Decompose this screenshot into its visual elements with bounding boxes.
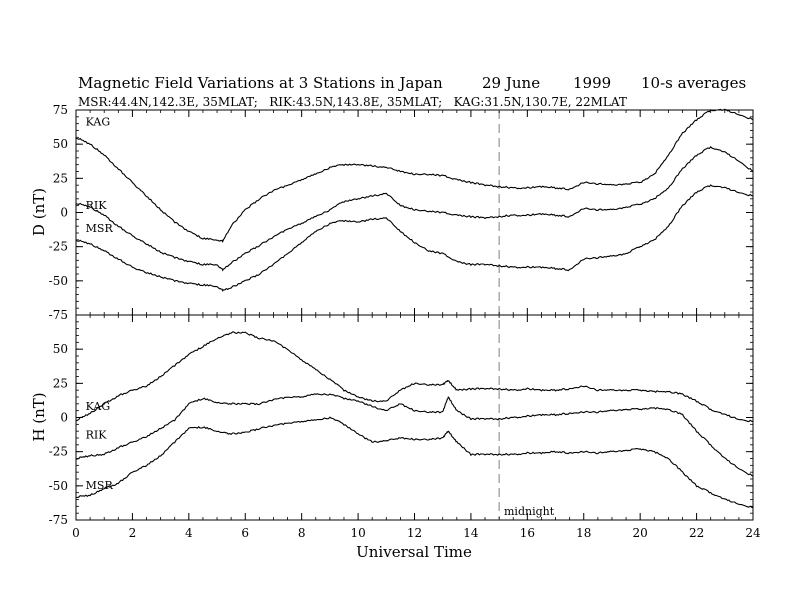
series-label-kag-d: KAG: [86, 115, 111, 128]
x-tick-label: 4: [185, 526, 193, 540]
y-tick-label-h: 25: [53, 376, 68, 390]
x-axis-label: Universal Time: [356, 543, 472, 561]
y-tick-label-h: -50: [49, 479, 68, 493]
y-tick-label-h: -25: [49, 445, 68, 459]
series-msr-d: [75, 184, 754, 292]
series-kag-h: [75, 331, 754, 423]
d-axis-label: D (nT): [30, 188, 48, 236]
series-msr-h: [75, 416, 754, 509]
series-label-rik-h: RIK: [86, 429, 108, 442]
x-tick-label: 16: [520, 526, 535, 540]
series-label-msr-h: MSR: [86, 479, 114, 492]
x-tick-label: 14: [463, 526, 479, 540]
chart-date: 29 June: [482, 74, 540, 92]
x-tick-label: 18: [576, 526, 591, 540]
y-tick-label-d: -75: [49, 308, 68, 322]
series-rik-d: [75, 145, 754, 272]
x-tick-label: 24: [745, 526, 761, 540]
x-tick-label: 22: [689, 526, 704, 540]
y-tick-label-d: 0: [60, 206, 68, 220]
y-tick-label-d: 75: [53, 103, 68, 117]
x-tick-label: 2: [129, 526, 137, 540]
series-labels: KAG RIK MSR KAG RIK MSR: [86, 115, 114, 491]
h-axis-label: H (nT): [30, 392, 48, 441]
series-rik-h: [75, 393, 754, 477]
h-panel-frame: [75, 314, 754, 521]
y-tick-label-h: 50: [53, 342, 68, 356]
x-tick-label: 0: [72, 526, 80, 540]
chart-stations-subtitle: MSR:44.4N,142.3E, 35MLAT; RIK:43.5N,143.…: [78, 95, 627, 109]
y-tick-label-h: 0: [60, 411, 68, 425]
chart-year: 1999: [573, 74, 611, 92]
y-tick-label-h: -75: [49, 513, 68, 527]
series-label-msr-d: MSR: [86, 222, 114, 235]
y-tick-label-d: -50: [49, 274, 68, 288]
series-kag-d: [75, 108, 754, 244]
x-tick-label: 6: [241, 526, 249, 540]
chart-title: Magnetic Field Variations at 3 Stations …: [78, 74, 443, 92]
x-tick-label: 20: [633, 526, 648, 540]
series-label-kag-h: KAG: [86, 400, 111, 413]
chart-averaging: 10-s averages: [641, 74, 746, 92]
y-tick-label-d: 50: [53, 137, 68, 151]
x-tick-label: 8: [298, 526, 306, 540]
x-tick-label: 12: [407, 526, 422, 540]
y-tick-label-d: 25: [53, 171, 68, 185]
midnight-label: midnight: [504, 505, 555, 518]
d-panel-frame: [75, 109, 754, 316]
x-tick-label: 10: [350, 526, 365, 540]
series-lines: [75, 108, 754, 509]
series-label-rik-d: RIK: [86, 199, 108, 212]
y-tick-label-d: -25: [49, 240, 68, 254]
